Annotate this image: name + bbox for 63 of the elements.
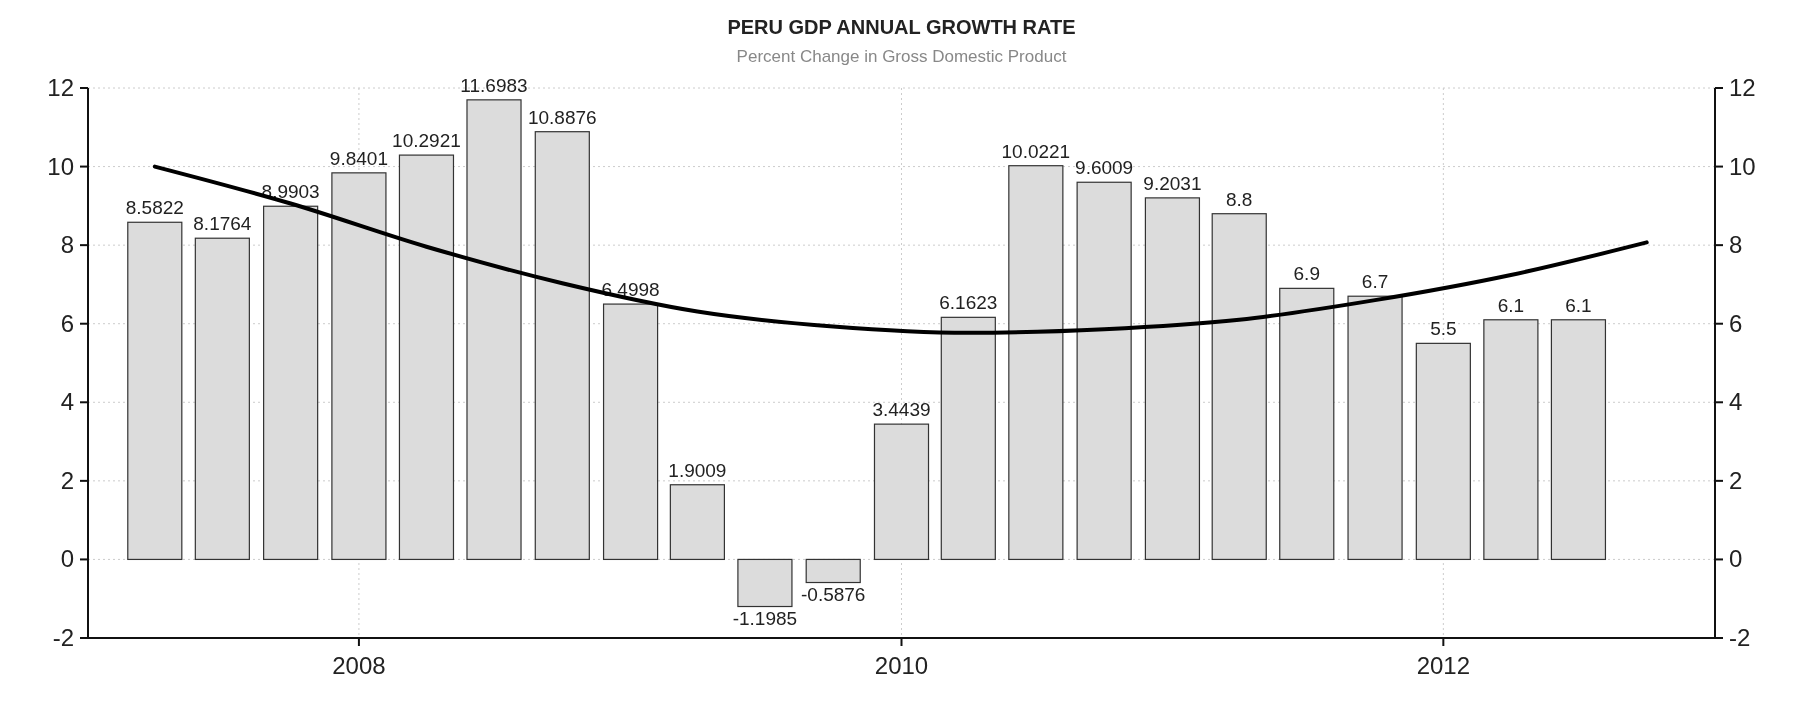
data-label: 9.2031 <box>1143 172 1202 194</box>
data-label: 9.8401 <box>329 147 388 169</box>
y2-tick-label: 8 <box>1729 231 1743 259</box>
x-tick-label: 2008 <box>332 652 386 679</box>
y2-tick-label: 10 <box>1729 152 1756 180</box>
bar <box>194 237 250 561</box>
bar <box>1347 295 1403 561</box>
data-label: 9.6009 <box>1075 157 1134 179</box>
data-label: 1.9009 <box>668 459 727 481</box>
bar <box>669 484 725 561</box>
bar <box>466 99 522 561</box>
chart-title: PERU GDP ANNUAL GROWTH RATE <box>727 16 1076 38</box>
bar <box>1211 213 1267 561</box>
y-tick-label: 6 <box>60 309 74 337</box>
bar <box>534 131 590 561</box>
data-label: 6.1623 <box>939 292 998 314</box>
data-label: -0.5876 <box>800 583 866 605</box>
data-label: 11.6983 <box>460 74 528 96</box>
bar <box>737 558 793 608</box>
y-tick-label: 0 <box>60 545 74 573</box>
y-tick-label: -2 <box>52 624 74 651</box>
y2-tick-label: 6 <box>1729 309 1743 337</box>
bar <box>1076 181 1132 561</box>
x-tick-label: 2012 <box>1416 652 1471 679</box>
bar <box>1008 165 1064 561</box>
y-tick-label: 8 <box>60 231 74 259</box>
data-label: 6.7 <box>1361 271 1389 293</box>
chart-subtitle: Percent Change in Gross Domestic Product <box>736 47 1067 66</box>
y2-tick-label: 4 <box>1729 388 1743 416</box>
y-tick-label: 12 <box>47 74 74 101</box>
data-label: 8.8 <box>1226 188 1253 210</box>
y-tick-label: 4 <box>60 388 74 416</box>
data-label: 10.8876 <box>527 106 597 128</box>
bar <box>940 316 996 561</box>
y-tick-label: 2 <box>60 466 74 494</box>
data-label: -1.1985 <box>732 607 798 629</box>
data-label: 6.1 <box>1565 294 1592 316</box>
data-label: 8.5822 <box>125 197 184 219</box>
y2-tick-label: 0 <box>1729 545 1743 573</box>
bar <box>602 303 659 561</box>
y-tick-label: 10 <box>47 152 74 180</box>
bar <box>127 221 183 561</box>
bar <box>805 558 861 584</box>
data-label: 6.9 <box>1293 263 1320 285</box>
x-tick-label: 2010 <box>874 652 929 679</box>
bar <box>263 205 319 561</box>
data-label: 6.1 <box>1497 294 1525 316</box>
bar <box>398 154 455 561</box>
y2-tick-label: 12 <box>1729 74 1756 101</box>
bar <box>1550 319 1607 561</box>
bar <box>1279 287 1335 561</box>
data-label: 3.4439 <box>872 399 931 421</box>
data-label: 5.5 <box>1430 318 1457 340</box>
data-label: 10.0221 <box>1001 140 1071 162</box>
bar <box>1415 342 1471 561</box>
bar <box>873 423 930 561</box>
data-label: 10.2921 <box>392 130 461 152</box>
y2-tick-label: 2 <box>1729 466 1743 494</box>
bar <box>1144 197 1201 561</box>
y2-tick-label: -2 <box>1729 624 1751 651</box>
data-label: 8.1764 <box>193 213 252 235</box>
bar <box>1483 319 1539 561</box>
bar <box>331 172 387 561</box>
